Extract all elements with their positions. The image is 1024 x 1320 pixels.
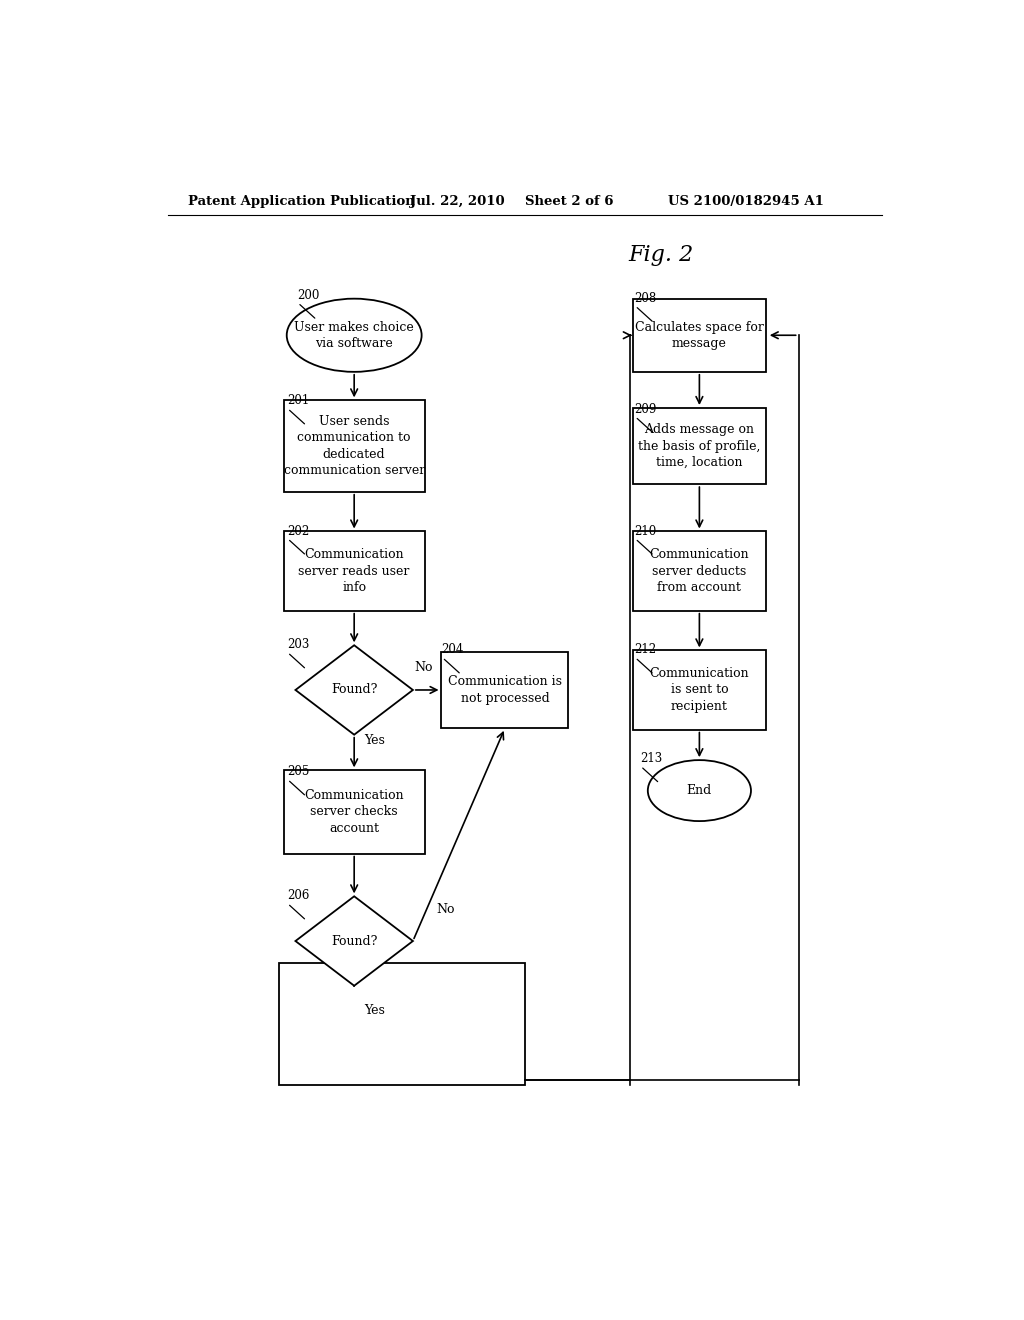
Text: Communication is
not processed: Communication is not processed xyxy=(447,676,562,705)
Text: Communication
server checks
account: Communication server checks account xyxy=(304,789,404,836)
Text: 206: 206 xyxy=(287,890,309,903)
Text: User makes choice
via software: User makes choice via software xyxy=(294,321,414,350)
Text: Communication
server reads user
info: Communication server reads user info xyxy=(298,548,410,594)
Text: User sends
communication to
dedicated
communication server: User sends communication to dedicated co… xyxy=(284,414,425,478)
Text: No: No xyxy=(436,903,456,916)
Text: Fig. 2: Fig. 2 xyxy=(628,244,693,265)
FancyBboxPatch shape xyxy=(284,771,425,854)
Text: 213: 213 xyxy=(640,752,663,766)
Text: Sheet 2 of 6: Sheet 2 of 6 xyxy=(524,194,613,207)
Text: Found?: Found? xyxy=(331,684,378,697)
Text: 208: 208 xyxy=(634,292,656,305)
Text: Communication
server deducts
from account: Communication server deducts from accoun… xyxy=(649,548,750,594)
Text: 202: 202 xyxy=(287,524,309,537)
Polygon shape xyxy=(296,645,413,735)
Text: 212: 212 xyxy=(634,643,656,656)
Text: Yes: Yes xyxy=(364,1005,385,1016)
Text: Jul. 22, 2010: Jul. 22, 2010 xyxy=(410,194,505,207)
Ellipse shape xyxy=(287,298,422,372)
Text: 201: 201 xyxy=(287,395,309,408)
Text: End: End xyxy=(687,784,712,797)
FancyBboxPatch shape xyxy=(279,964,524,1085)
Text: Yes: Yes xyxy=(364,734,385,747)
Text: Calculates space for
message: Calculates space for message xyxy=(635,321,764,350)
Polygon shape xyxy=(296,896,413,986)
FancyBboxPatch shape xyxy=(633,651,766,730)
FancyBboxPatch shape xyxy=(284,532,425,611)
Text: 204: 204 xyxy=(441,643,464,656)
Text: 210: 210 xyxy=(634,524,656,537)
Text: Communication
is sent to
recipient: Communication is sent to recipient xyxy=(649,667,750,713)
FancyBboxPatch shape xyxy=(633,408,766,484)
Text: 200: 200 xyxy=(297,289,319,302)
Text: Patent Application Publication: Patent Application Publication xyxy=(187,194,415,207)
Text: Found?: Found? xyxy=(331,935,378,948)
Text: Adds message on
the basis of profile,
time, location: Adds message on the basis of profile, ti… xyxy=(638,422,761,469)
FancyBboxPatch shape xyxy=(284,400,425,492)
Ellipse shape xyxy=(648,760,751,821)
Text: No: No xyxy=(414,661,432,673)
Text: 203: 203 xyxy=(287,639,309,651)
FancyBboxPatch shape xyxy=(633,298,766,372)
FancyBboxPatch shape xyxy=(633,532,766,611)
FancyBboxPatch shape xyxy=(441,652,568,729)
Text: US 2100/0182945 A1: US 2100/0182945 A1 xyxy=(668,194,823,207)
Text: 205: 205 xyxy=(287,766,309,779)
Text: 209: 209 xyxy=(634,403,656,416)
